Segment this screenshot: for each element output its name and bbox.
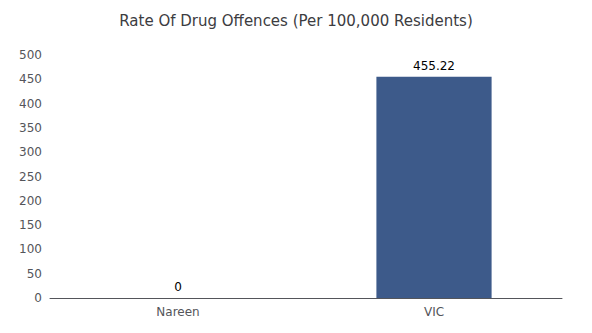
svg-text:150: 150: [19, 218, 42, 232]
svg-text:200: 200: [19, 194, 42, 208]
svg-text:Nareen: Nareen: [156, 305, 199, 319]
svg-text:455.22: 455.22: [413, 59, 455, 73]
svg-text:400: 400: [19, 97, 42, 111]
svg-text:450: 450: [19, 72, 42, 86]
svg-text:500: 500: [19, 48, 42, 62]
svg-text:350: 350: [19, 121, 42, 135]
svg-text:300: 300: [19, 145, 42, 159]
svg-text:0: 0: [174, 280, 182, 294]
svg-text:Rate Of Drug Offences (Per 100: Rate Of Drug Offences (Per 100,000 Resid…: [119, 12, 473, 30]
svg-text:0: 0: [34, 291, 42, 305]
svg-text:50: 50: [27, 267, 42, 281]
svg-text:100: 100: [19, 242, 42, 256]
svg-text:250: 250: [19, 170, 42, 184]
svg-text:VIC: VIC: [424, 305, 444, 319]
